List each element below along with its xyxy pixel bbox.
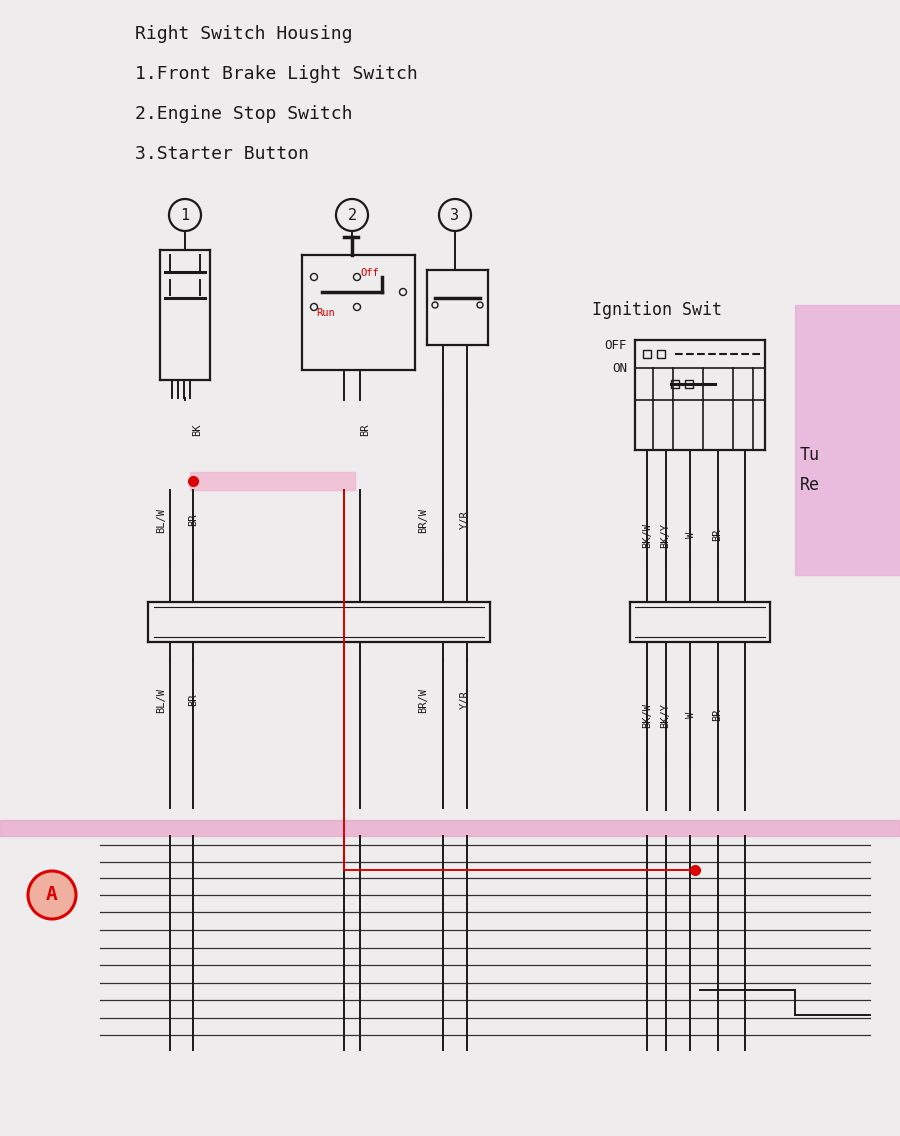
Text: Y/R: Y/R (460, 691, 470, 709)
Text: BR: BR (712, 709, 722, 721)
Text: BL/W: BL/W (156, 687, 166, 712)
Text: BR/W: BR/W (418, 687, 428, 712)
Text: BK: BK (192, 424, 202, 436)
Text: 1: 1 (180, 208, 190, 223)
Text: BR: BR (712, 528, 722, 541)
Text: 3.Starter Button: 3.Starter Button (135, 145, 309, 162)
Text: 1.Front Brake Light Switch: 1.Front Brake Light Switch (135, 65, 418, 83)
Text: Right Switch Housing: Right Switch Housing (135, 25, 353, 43)
Text: W: W (686, 712, 696, 718)
Bar (671, 381, 679, 389)
Text: W: W (686, 532, 696, 538)
Text: 3: 3 (450, 208, 460, 223)
Text: BR: BR (360, 424, 370, 436)
Circle shape (28, 871, 76, 919)
Text: 2: 2 (347, 208, 356, 223)
Bar (657, 350, 665, 358)
Text: Off: Off (360, 268, 379, 278)
Text: A: A (46, 885, 58, 904)
Text: BK/W: BK/W (642, 702, 652, 727)
Text: OFF: OFF (605, 339, 627, 351)
Text: ON: ON (612, 361, 627, 375)
Text: BK/Y: BK/Y (660, 702, 670, 727)
Text: 2.Engine Stop Switch: 2.Engine Stop Switch (135, 105, 353, 123)
Text: Run: Run (316, 308, 335, 318)
Text: BR: BR (188, 513, 198, 526)
Bar (190, 471, 355, 490)
Text: Tu: Tu (800, 446, 820, 463)
Bar (0, 820, 900, 836)
Text: BL/W: BL/W (156, 508, 166, 533)
Text: Re: Re (800, 476, 820, 494)
Bar (795, 304, 900, 575)
Bar (643, 350, 651, 358)
Text: BR/W: BR/W (418, 508, 428, 533)
Text: BR: BR (188, 694, 198, 707)
Text: BK/Y: BK/Y (660, 523, 670, 548)
Text: Ignition Swit: Ignition Swit (592, 301, 722, 319)
Text: Y/R: Y/R (460, 510, 470, 529)
Text: BK/W: BK/W (642, 523, 652, 548)
Bar (685, 381, 693, 389)
